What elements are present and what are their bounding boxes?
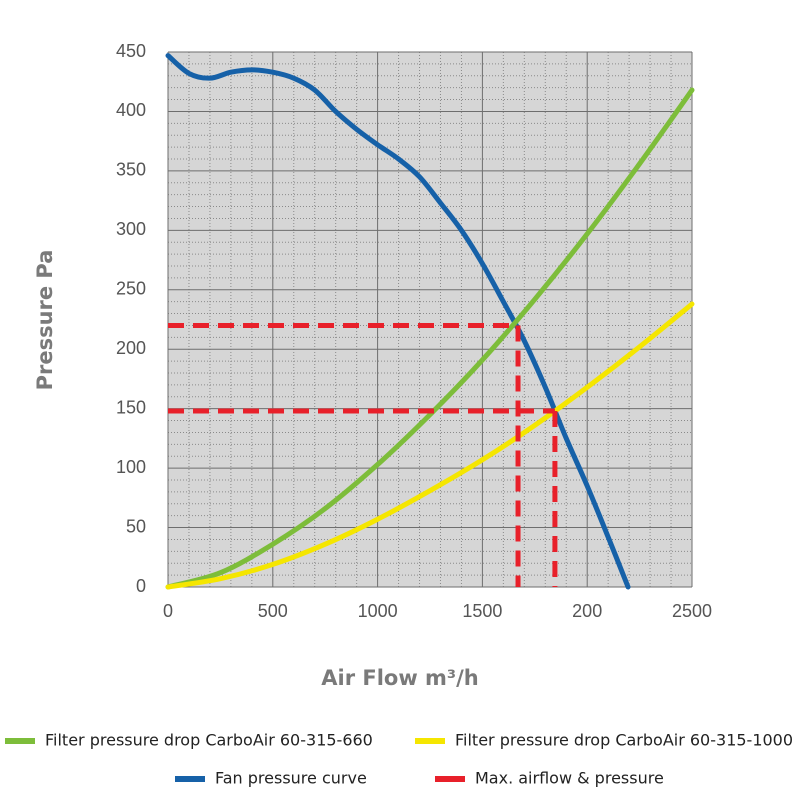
x-axis-label: Air Flow m³/h: [321, 666, 479, 690]
x-tick-label: 0: [163, 601, 173, 621]
series-line: [165, 87, 695, 590]
x-tick-label: 500: [258, 601, 288, 621]
series-line: [165, 301, 695, 590]
x-tick-label: 1500: [462, 601, 502, 621]
y-tick-label: 350: [116, 160, 146, 180]
x-tick-label: 1000: [358, 601, 398, 621]
y-tick-label: 150: [116, 397, 146, 417]
y-tick-label: 450: [116, 41, 146, 61]
x-tick-label: 200: [572, 601, 602, 621]
legend-label: Filter pressure drop CarboAir 60-315-660: [45, 731, 373, 750]
plot-background: [168, 52, 692, 587]
y-tick-label: 50: [126, 516, 146, 536]
legend-label: Filter pressure drop CarboAir 60-315-100…: [455, 731, 793, 750]
y-axis-label: Pressure Pa: [33, 250, 57, 391]
y-tick-label: 400: [116, 100, 146, 120]
legend-label: Max. airflow & pressure: [475, 769, 664, 788]
y-tick-label: 200: [116, 338, 146, 358]
y-tick-label: 300: [116, 219, 146, 239]
x-tick-label: 2500: [672, 601, 712, 621]
y-tick-label: 0: [136, 576, 146, 596]
series-line: [165, 53, 631, 590]
legend-label: Fan pressure curve: [215, 769, 367, 788]
y-tick-label: 100: [116, 457, 146, 477]
y-tick-label: 250: [116, 279, 146, 299]
